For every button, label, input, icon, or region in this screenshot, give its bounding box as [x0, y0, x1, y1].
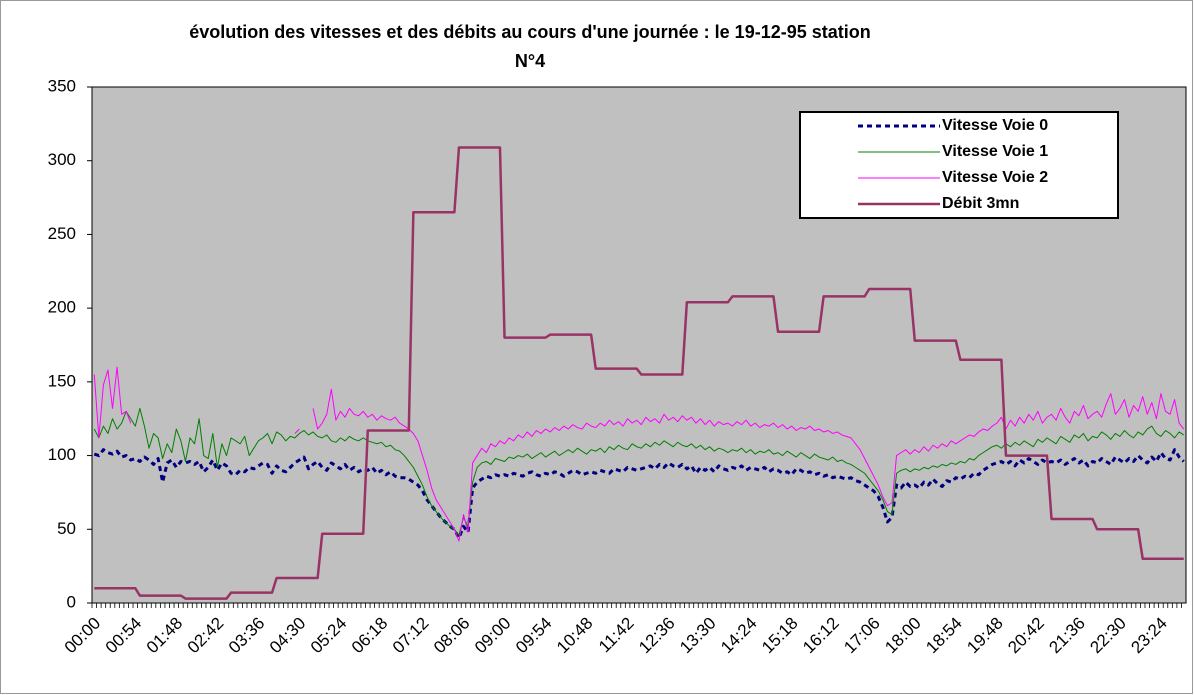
- series-line: [93, 366, 1185, 542]
- chart-title: évolution des vitesses et des débits au …: [189, 22, 871, 42]
- series-line: [93, 407, 1184, 536]
- y-tick-label: 0: [67, 592, 76, 611]
- y-tick-label: 300: [48, 150, 76, 169]
- legend-label: Débit 3mn: [942, 195, 1019, 212]
- y-tick-label: 150: [48, 371, 76, 390]
- y-tick-label: 350: [48, 76, 76, 95]
- chart-title: N°4: [515, 51, 545, 71]
- y-tick-label: 250: [48, 224, 76, 243]
- y-tick-label: 200: [48, 298, 76, 317]
- legend-box: [799, 111, 1119, 219]
- series-line: [94, 146, 1184, 600]
- y-tick-label: 50: [57, 519, 76, 538]
- y-tick-label: 100: [48, 445, 76, 464]
- legend-label: Vitesse Voie 2: [942, 169, 1048, 186]
- series-line: [93, 448, 1185, 540]
- legend-label: Vitesse Voie 0: [942, 117, 1048, 134]
- legend-label: Vitesse Voie 1: [942, 143, 1048, 160]
